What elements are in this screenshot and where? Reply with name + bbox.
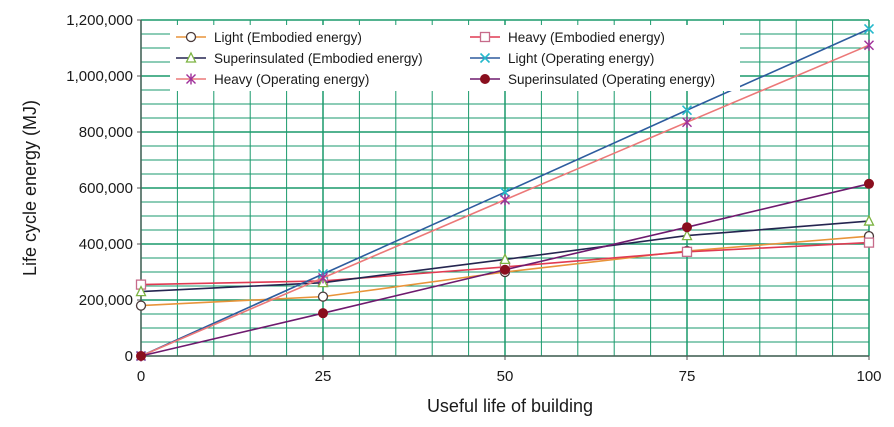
data-point [681,246,693,257]
legend-label: Superinsulated (Operating energy) [508,72,715,87]
legend-item: Superinsulated (Embodied energy) [176,51,423,66]
data-point [681,105,693,116]
legend-marker [186,73,196,85]
series-superinsulated-operating-energy [136,178,874,361]
data-point [682,222,692,233]
y-tick-label: 1,000,000 [66,68,133,85]
data-point [317,291,329,302]
data-point [318,308,328,319]
data-point [682,116,692,128]
data-point [863,214,875,226]
y-axis-title: Life cycle energy (MJ) [20,100,40,276]
legend-label: Superinsulated (Embodied energy) [214,51,423,66]
legend-label: Light (Embodied energy) [214,30,362,45]
data-point [499,252,511,265]
legend-marker [479,31,491,43]
legend-box [170,25,740,91]
series-superinsulated-embodied-energy [135,214,875,297]
x-tick-label: 25 [315,368,332,385]
data-point [681,229,693,241]
data-point [863,23,875,35]
legend-item: Light (Embodied energy) [176,30,362,45]
legend-label: Light (Operating energy) [508,51,654,66]
series-group [135,23,875,362]
y-tick-label: 400,000 [79,236,133,253]
x-tick-label: 100 [856,368,881,385]
legend-item: Light (Operating energy) [470,51,654,66]
legend-marker [479,52,491,64]
legend-label: Heavy (Embodied energy) [508,30,665,45]
data-point [500,264,510,275]
y-tick-label: 200,000 [79,292,133,309]
y-tick-label: 800,000 [79,124,133,141]
legend-item: Superinsulated (Operating energy) [470,72,715,87]
y-tick-label: 1,200,000 [66,12,133,29]
data-point [136,351,146,361]
data-point [500,194,510,206]
data-point [864,178,874,189]
data-point [499,187,511,198]
y-tick-label: 0 [125,348,133,365]
marker-stroke [499,187,511,198]
legend: Light (Embodied energy) Heavy (Embodied e… [170,25,740,91]
legend-marker [185,51,197,63]
x-tick-label: 75 [679,368,696,385]
x-axis-title: Useful life of building [427,396,593,416]
marker-stroke [479,52,491,64]
data-point [863,237,875,248]
data-point [318,272,328,284]
legend-item: Heavy (Operating energy) [176,72,369,87]
legend-item: Heavy (Embodied energy) [470,30,665,45]
legend-marker [480,74,490,84]
legend-label: Heavy (Operating energy) [214,72,369,87]
axes [137,19,870,360]
x-tick-label: 50 [497,368,514,385]
y-tick-label: 600,000 [79,180,133,197]
legend-marker [185,31,197,43]
x-tick-label: 0 [137,368,145,385]
marker-stroke [863,23,875,35]
axis-labels: 0 25 50 75 100 0 200,000 400,000 600,000 800,000 1… [20,12,882,416]
marker-stroke [681,105,693,116]
data-point [135,285,147,297]
data-point [864,39,874,51]
data-point [135,300,147,311]
